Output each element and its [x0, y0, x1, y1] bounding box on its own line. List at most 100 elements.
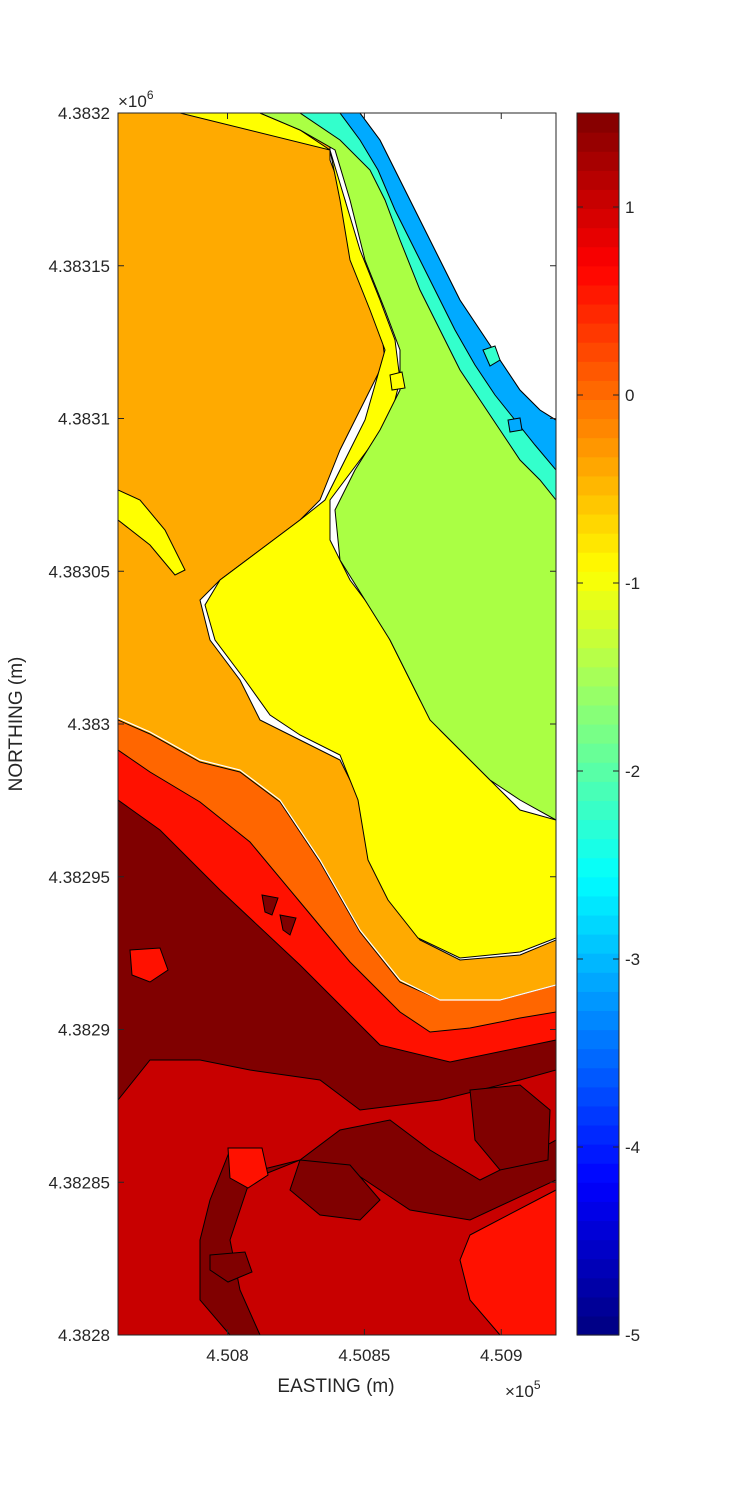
patch-mid-flat-west — [118, 489, 186, 576]
colorbar-tick-label: -3 — [625, 950, 640, 969]
colorbar-band — [577, 838, 619, 859]
colorbar-band — [577, 284, 619, 305]
patch-dune-crest-2 — [469, 1084, 551, 1171]
y-tick-label: 4.38305 — [49, 562, 110, 581]
colorbar-band — [577, 513, 619, 534]
colorbar-tick-label: 1 — [625, 198, 634, 217]
colorbar-band — [577, 857, 619, 878]
speckle-3 — [389, 371, 406, 391]
colorbar-band — [577, 1029, 619, 1050]
colorbar-band — [577, 1067, 619, 1088]
colorbar-band — [577, 1048, 619, 1069]
colorbar-band — [577, 1144, 619, 1164]
colorbar-band — [577, 1163, 619, 1183]
colorbar-band — [577, 762, 619, 782]
patch-dune-crest-1 — [289, 1159, 381, 1221]
colorbar-band — [577, 1010, 619, 1031]
x-tick-label: 4.5085 — [338, 1346, 390, 1365]
patch-berm-1 — [227, 1147, 269, 1189]
colorbar-band — [577, 361, 619, 381]
colorbar-band — [577, 1086, 619, 1107]
colorbar-band — [577, 1315, 619, 1336]
colorbar-band — [577, 1182, 619, 1202]
speckle-1 — [482, 345, 501, 367]
y-tick-label: 4.3828 — [58, 1326, 110, 1345]
y-tick-label: 4.3831 — [58, 410, 110, 429]
colorbar-band — [577, 800, 619, 821]
colorbar-band — [577, 113, 619, 133]
speckle-berm-2 — [279, 914, 297, 936]
colorbar-band — [577, 991, 619, 1012]
region-no-data — [359, 113, 556, 421]
colorbar-band — [577, 1201, 619, 1222]
y-tick-label: 4.383 — [67, 715, 110, 734]
colorbar-band — [577, 533, 619, 553]
y-tick-label: 4.38285 — [49, 1173, 110, 1192]
colorbar-tick-label: -2 — [625, 762, 640, 781]
y-tick-label: 4.38315 — [49, 257, 110, 276]
colorbar-band — [577, 781, 619, 801]
colorbar-band — [577, 1296, 619, 1317]
colorbar-band — [577, 208, 619, 229]
contour-map — [118, 113, 556, 1335]
colorbar-band — [577, 876, 619, 897]
colorbar-band — [577, 704, 619, 725]
colorbar-bands — [577, 113, 619, 1336]
colorbar-band — [577, 819, 619, 840]
colorbar-band — [577, 380, 619, 401]
colorbar-band — [577, 323, 619, 343]
colorbar-band — [577, 151, 619, 171]
contour-zero-line — [118, 717, 556, 1001]
colorbar-band — [577, 895, 619, 916]
y-axis: 4.3828 4.38285 4.3829 4.38295 4.383 4.38305 4.… — [49, 104, 556, 1345]
speckle-2 — [507, 417, 523, 433]
colorbar-band — [577, 934, 619, 954]
colorbar-band — [577, 1220, 619, 1241]
y-tick-label: 4.3829 — [58, 1021, 110, 1040]
patch-berm-3 — [459, 1189, 556, 1335]
patch-dune-crest-3 — [209, 1251, 253, 1283]
speckle-berm-1 — [261, 894, 279, 916]
x-tick-label: 4.508 — [206, 1346, 249, 1365]
colorbar-band — [577, 303, 619, 324]
patch-berm-2 — [129, 947, 169, 983]
colorbar-band — [577, 953, 619, 973]
colorbar-band — [577, 456, 619, 477]
colorbar-band — [577, 609, 619, 630]
colorbar-band — [577, 265, 619, 286]
x-exponent-label: ×105 — [505, 1378, 541, 1401]
y-tick-label: 4.38295 — [49, 868, 110, 887]
x-tick-label: 4.509 — [480, 1346, 523, 1365]
colorbar-frame — [576, 112, 620, 1336]
colorbar-band — [577, 132, 619, 152]
y-axis-title: NORTHING (m) — [6, 657, 27, 792]
colorbar-band — [577, 571, 619, 591]
colorbar-band — [577, 189, 619, 210]
colorbar-band — [577, 590, 619, 611]
colorbar-band — [577, 418, 619, 439]
colorbar-band — [577, 342, 619, 362]
colorbar-ticks: -5 -4 -3 -2 -1 0 1 — [577, 198, 640, 1345]
colorbar-band — [577, 743, 619, 763]
colorbar-band — [577, 475, 619, 496]
colorbar-band — [577, 1105, 619, 1126]
x-axis-title: EASTING (m) — [277, 1376, 394, 1397]
colorbar-band — [577, 170, 619, 190]
colorbar-band — [577, 1239, 619, 1260]
colorbar-band — [577, 246, 619, 267]
colorbar-band — [577, 666, 619, 687]
y-exponent-label: ×106 — [118, 88, 154, 111]
colorbar-band — [577, 972, 619, 992]
colorbar-band — [577, 628, 619, 649]
colorbar-band — [577, 647, 619, 668]
colorbar-band — [577, 227, 619, 248]
colorbar-band — [577, 914, 619, 935]
y-tick-label: 4.3832 — [58, 104, 110, 123]
colorbar-tick-label: -1 — [625, 574, 640, 593]
colorbar-band — [577, 685, 619, 706]
x-axis: 4.508 4.5085 4.509 — [206, 113, 523, 1365]
colorbar-tick-label: -5 — [625, 1326, 640, 1345]
colorbar-band — [577, 724, 619, 744]
region-dune-toe — [118, 1059, 556, 1335]
